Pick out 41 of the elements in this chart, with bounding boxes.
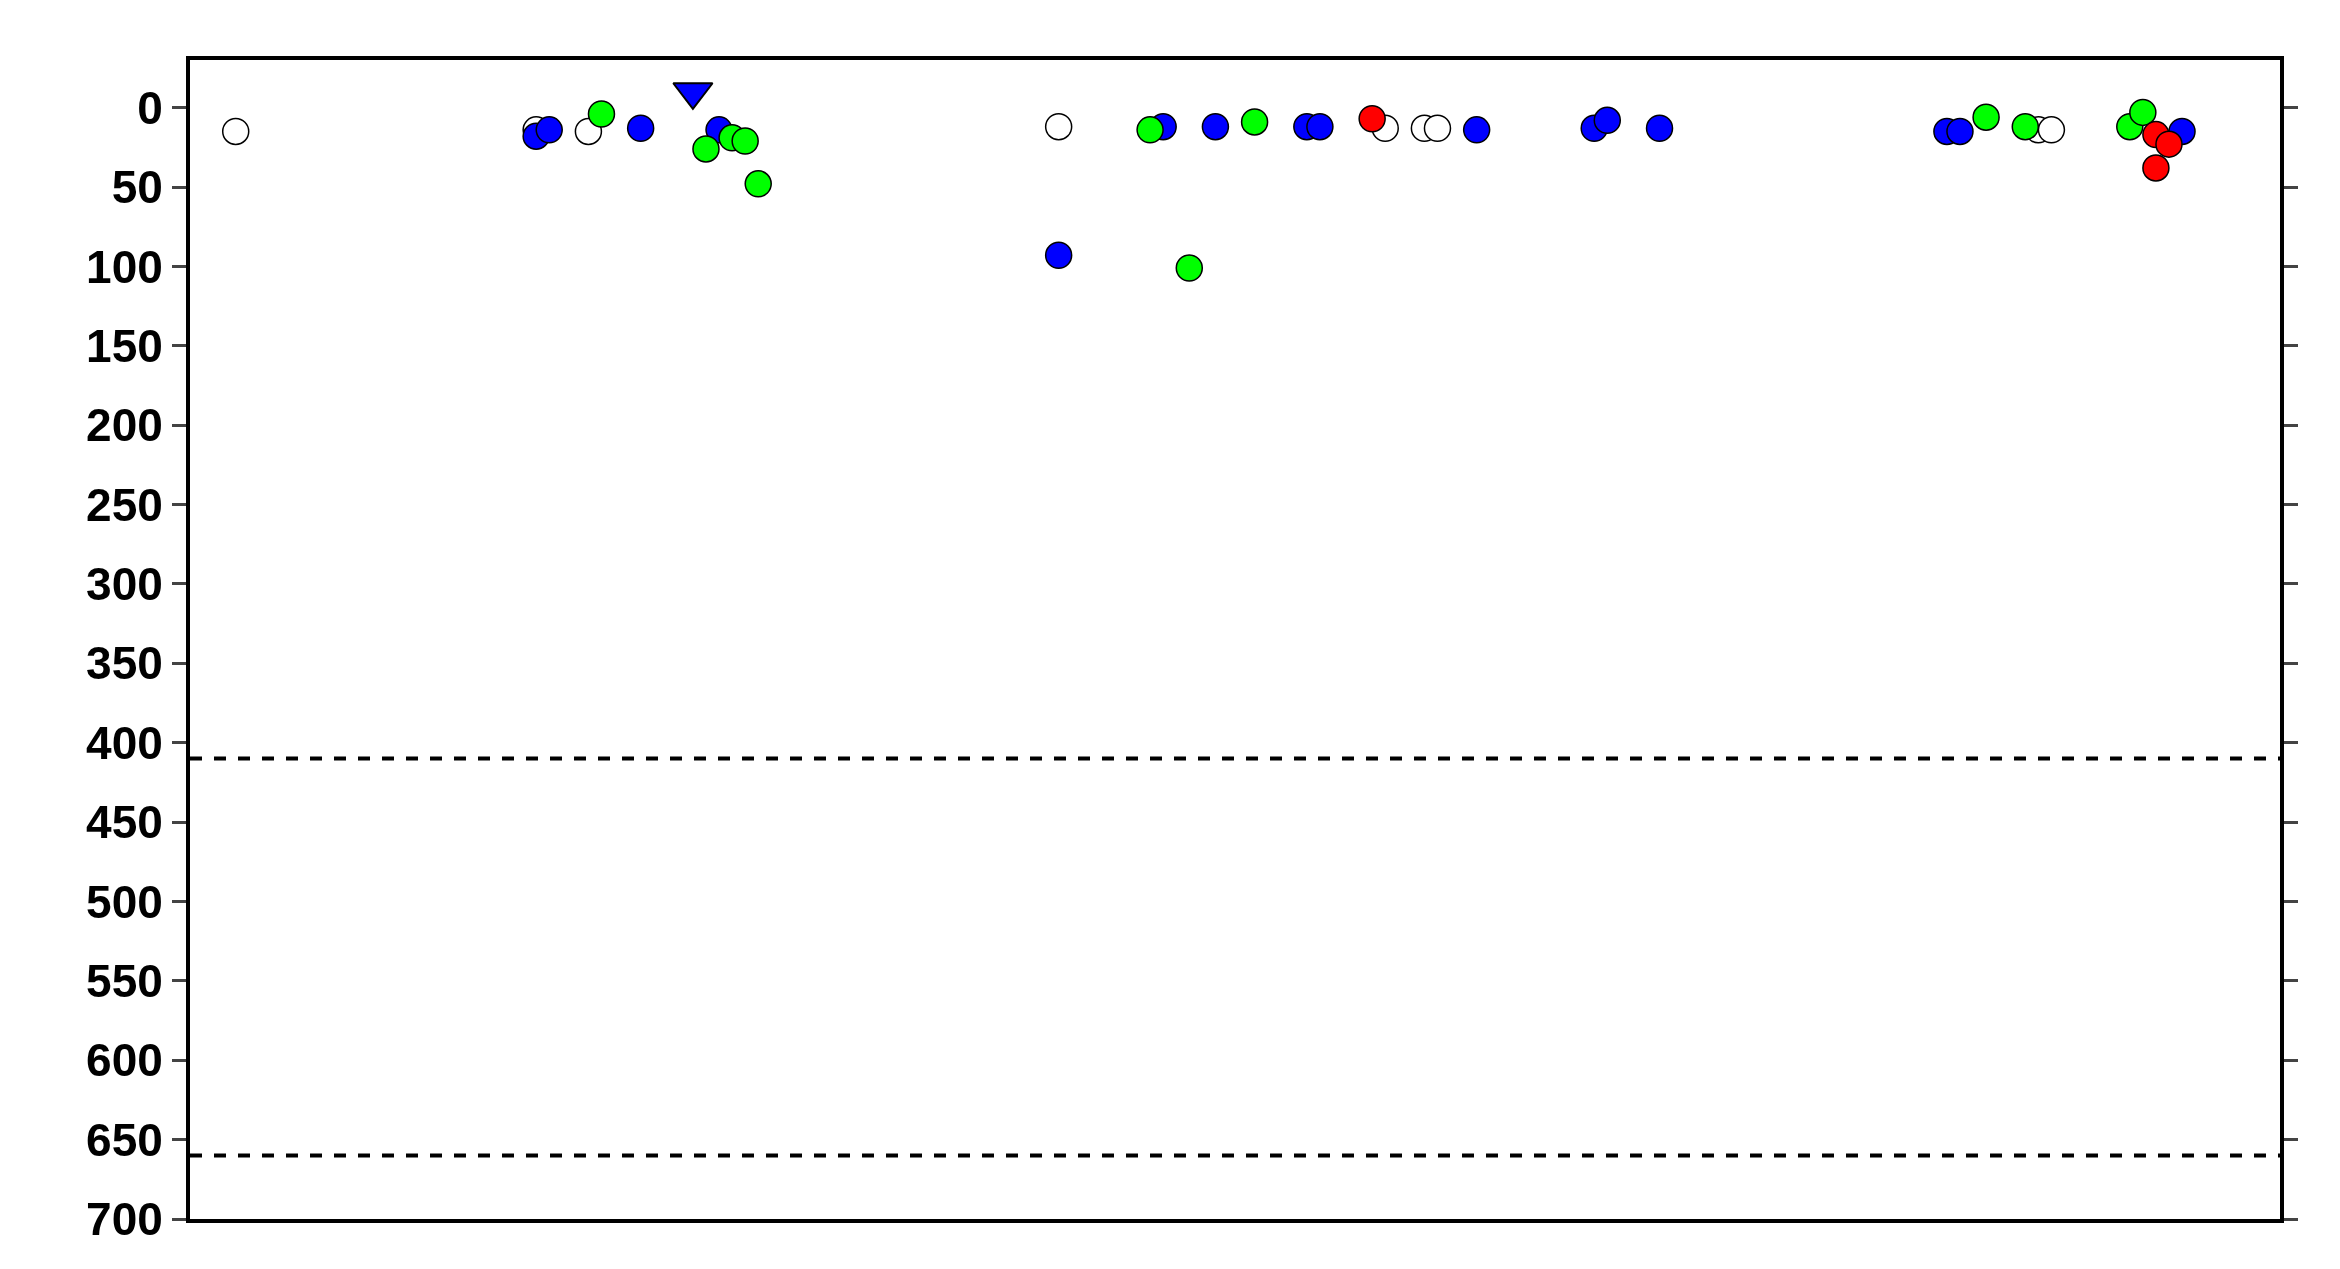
point xyxy=(2011,112,2040,141)
point xyxy=(1175,254,1204,282)
y-tick-label: 50 xyxy=(111,161,163,214)
point xyxy=(2155,130,2183,158)
point xyxy=(1240,108,1269,136)
point xyxy=(1201,112,1230,141)
point xyxy=(1423,114,1452,143)
point xyxy=(1044,112,1073,141)
y-tick-label: 500 xyxy=(86,875,163,928)
point xyxy=(1044,241,1073,270)
point xyxy=(1462,116,1491,144)
point xyxy=(587,100,616,128)
point xyxy=(1136,116,1164,144)
point xyxy=(2129,98,2157,127)
y-tick-label: 700 xyxy=(86,1193,163,1246)
point xyxy=(1358,104,1386,133)
y-tick-label: 650 xyxy=(86,1113,163,1166)
y-tick-label: 0 xyxy=(137,81,163,134)
y-tick-label: 150 xyxy=(86,319,163,372)
point xyxy=(221,117,250,146)
y-tick-label: 250 xyxy=(86,478,163,531)
point xyxy=(1645,114,1674,143)
y-tick-label: 300 xyxy=(86,558,163,611)
y-tick-label: 600 xyxy=(86,1034,163,1087)
y-tick-label: 550 xyxy=(86,954,163,1007)
y-tick-label: 450 xyxy=(86,796,163,849)
y-tick-label: 400 xyxy=(86,716,163,769)
point xyxy=(1972,103,2000,131)
point xyxy=(626,114,655,143)
point xyxy=(535,116,563,144)
point xyxy=(744,170,772,198)
point xyxy=(2037,116,2066,144)
point xyxy=(1946,117,1974,146)
point xyxy=(692,135,720,163)
y-tick-label: 200 xyxy=(86,399,163,452)
y-tick-label: 100 xyxy=(86,240,163,293)
point xyxy=(2142,154,2170,182)
y-tick-label: 350 xyxy=(86,637,163,690)
point xyxy=(1593,106,1622,135)
point xyxy=(731,127,759,155)
point xyxy=(1306,112,1334,141)
